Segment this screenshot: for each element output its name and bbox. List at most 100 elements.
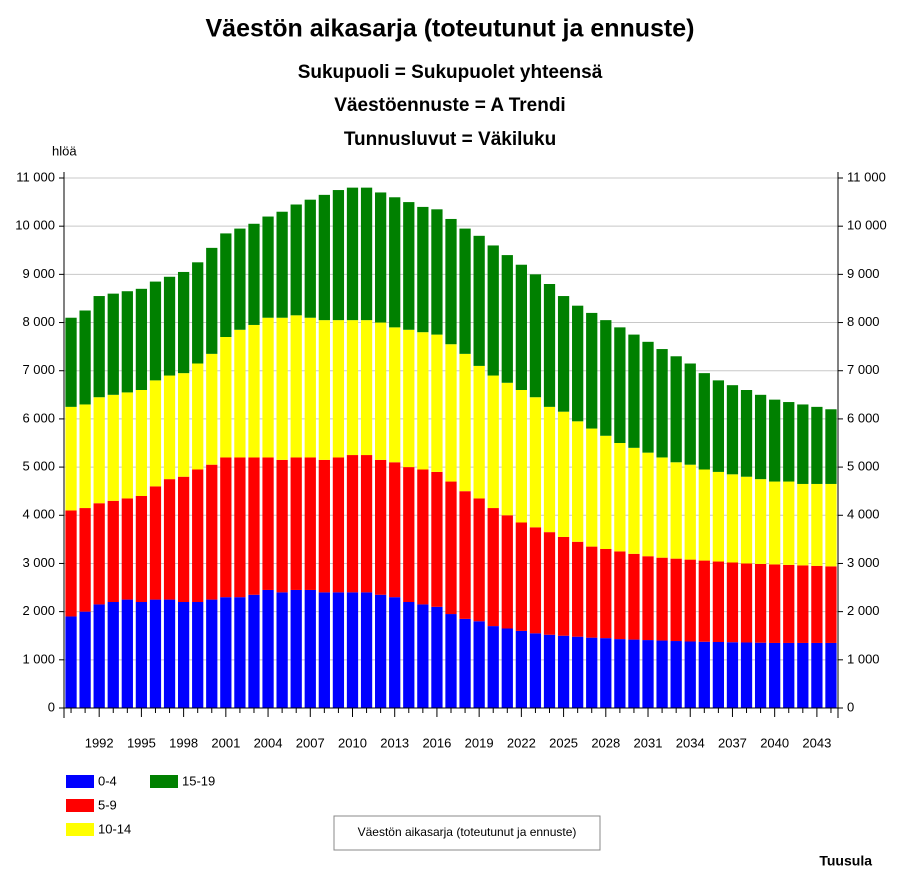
- bar-segment: [811, 642, 823, 708]
- bar-segment: [586, 637, 598, 708]
- bar-segment: [543, 532, 556, 635]
- bar-segment: [473, 235, 485, 366]
- bar-segment: [220, 233, 232, 337]
- y2-tick-label: 7 000: [847, 362, 880, 377]
- bar-segment: [262, 589, 274, 708]
- bar-segment: [121, 498, 133, 600]
- bar-segment: [656, 457, 668, 558]
- bar-segment: [431, 334, 443, 472]
- bar-segment: [135, 496, 148, 602]
- bar-segment: [403, 202, 415, 330]
- bar-segment: [431, 471, 443, 607]
- y-tick-label: 7 000: [22, 362, 55, 377]
- bar-segment: [220, 597, 232, 708]
- bar-segment: [290, 457, 302, 590]
- bar-segment: [346, 455, 359, 593]
- bar-segment: [445, 614, 457, 708]
- bar-segment: [93, 397, 105, 504]
- bar-segment: [234, 457, 246, 598]
- bar-segment: [628, 447, 640, 554]
- bar-segment: [318, 194, 330, 321]
- bar-segment: [811, 483, 823, 566]
- bar-segment: [360, 455, 373, 593]
- bar-segment: [726, 385, 739, 475]
- bar-segment: [149, 486, 162, 600]
- bar-segment: [825, 483, 837, 567]
- bar-segment: [65, 317, 77, 407]
- subtitle: Tunnusluvut = Väkiluku: [344, 129, 556, 150]
- bar-segment: [684, 641, 696, 708]
- y-tick-label: 0: [48, 699, 55, 714]
- bar-segment: [121, 599, 133, 708]
- bar-segment: [712, 471, 725, 562]
- legend-label: 10-14: [98, 821, 131, 836]
- bar-segment: [79, 508, 91, 612]
- bar-segment: [262, 216, 274, 318]
- x-tick-label: 2010: [338, 735, 367, 750]
- y2-tick-label: 11 000: [847, 169, 886, 184]
- bar-segment: [445, 481, 457, 615]
- bar-segment: [726, 642, 739, 708]
- y-tick-label: 2 000: [22, 603, 55, 618]
- bar-segment: [754, 479, 767, 564]
- x-tick-label: 2016: [422, 735, 451, 750]
- bar-segment: [656, 349, 668, 458]
- bar-segment: [783, 481, 795, 565]
- x-tick-label: 2007: [296, 735, 325, 750]
- bar-segment: [304, 457, 316, 590]
- bar-segment: [642, 640, 654, 708]
- y2-tick-label: 0: [847, 699, 854, 714]
- bar-segment: [318, 320, 330, 460]
- bar-segment: [754, 642, 767, 708]
- bar-segment: [487, 245, 499, 376]
- bar-segment: [403, 602, 415, 708]
- bar-segment: [389, 197, 401, 328]
- bar-segment: [769, 642, 781, 708]
- bar-segment: [557, 411, 570, 537]
- bar-segment: [360, 320, 373, 456]
- bar-segment: [825, 642, 837, 708]
- legend-label: 15-19: [182, 773, 215, 788]
- bar-segment: [740, 476, 753, 564]
- bar-segment: [811, 565, 823, 643]
- bar-segment: [65, 406, 77, 511]
- bar-segment: [572, 541, 584, 637]
- bar-segment: [107, 293, 119, 395]
- bar-segment: [276, 459, 288, 593]
- y-axis-label: hlöä: [52, 143, 77, 158]
- bar-segment: [445, 344, 457, 482]
- bar-segment: [417, 604, 429, 708]
- bar-segment: [304, 317, 316, 458]
- bar-segment: [797, 642, 809, 708]
- bar-segment: [515, 264, 527, 390]
- bar-segment: [163, 479, 176, 600]
- bar-segment: [642, 452, 654, 557]
- bar-segment: [192, 602, 204, 708]
- bar-segment: [783, 402, 795, 482]
- y-tick-label: 4 000: [22, 507, 55, 522]
- y-tick-label: 5 000: [22, 459, 55, 474]
- bar-segment: [783, 642, 795, 708]
- bar-segment: [290, 204, 302, 316]
- bar-segment: [769, 399, 781, 482]
- bar-segment: [783, 564, 795, 643]
- bar-segment: [572, 636, 584, 708]
- bar-segment: [262, 317, 274, 458]
- bar-segment: [501, 515, 513, 629]
- bar-segment: [487, 375, 499, 509]
- bar-segment: [346, 187, 359, 321]
- bar-segment: [375, 192, 387, 323]
- bar-segment: [726, 474, 739, 563]
- bar-segment: [389, 327, 401, 463]
- bar-segment: [797, 483, 809, 566]
- bar-segment: [318, 592, 330, 708]
- bar-segment: [163, 276, 176, 376]
- bar-segment: [135, 390, 148, 496]
- legend-swatch: [66, 775, 94, 788]
- bar-segment: [459, 228, 471, 354]
- bar-segment: [712, 641, 725, 708]
- x-tick-label: 2040: [760, 735, 789, 750]
- bar-segment: [600, 549, 612, 639]
- bar-segment: [515, 522, 527, 631]
